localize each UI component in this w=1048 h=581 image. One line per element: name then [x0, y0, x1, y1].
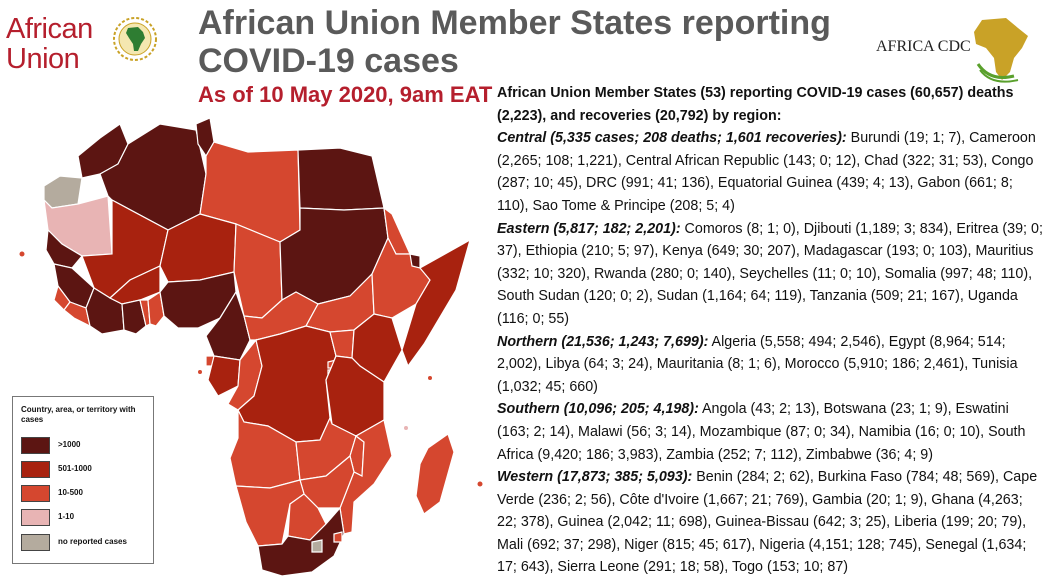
- map-region-seychelles: [428, 376, 432, 380]
- region-western: Western (17,873; 385; 5,093): Benin (284…: [497, 466, 1045, 579]
- title-line2: COVID-19 cases: [198, 42, 459, 80]
- legend-swatch: [21, 509, 50, 526]
- map-region-lesotho: [311, 539, 323, 553]
- map-region-gabon: [207, 355, 241, 397]
- africa-silhouette-icon: [974, 18, 1028, 83]
- logo-text-line2: Union: [6, 43, 80, 75]
- map-region-comoros: [404, 426, 408, 430]
- title-line1: African Union Member States reporting: [198, 4, 831, 42]
- au-emblem-icon: [113, 17, 157, 61]
- region-eastern: Eastern (5,817; 182; 2,201): Comoros (8;…: [497, 218, 1045, 331]
- map-region-liberia: [63, 301, 91, 328]
- region-central: Central (5,335 cases; 208 deaths; 1,601 …: [497, 127, 1045, 217]
- map-region-cameroon: [205, 290, 251, 361]
- legend-swatch: [21, 534, 50, 551]
- map-region-benin: [147, 290, 165, 327]
- regional-summary: African Union Member States (53) reporti…: [497, 82, 1045, 579]
- legend-item: >1000: [21, 437, 149, 455]
- page-title: African Union Member States reporting CO…: [198, 4, 858, 80]
- map-region-egypt: [297, 147, 385, 211]
- legend-label: 501-1000: [58, 464, 92, 473]
- region-label: Northern (21,536; 1,243; 7,699):: [497, 333, 709, 350]
- map-region-western-sahara: [43, 175, 83, 209]
- region-countries: Angola (43; 2; 13), Botswana (23; 1; 9),…: [497, 401, 1026, 463]
- africa-choropleth-map: [19, 117, 483, 577]
- map-region-cape-verde: [19, 251, 25, 257]
- legend-item: 10-500: [21, 485, 149, 503]
- legend-item: no reported cases: [21, 534, 149, 552]
- map-region-eswatini: [333, 531, 343, 543]
- legend-label: >1000: [58, 440, 81, 449]
- region-label: Eastern (5,817; 182; 2,201):: [497, 220, 681, 237]
- legend-label: 1-10: [58, 512, 75, 521]
- region-label: Western (17,873; 385; 5,093):: [497, 469, 693, 486]
- map-region-mauritius: [477, 481, 483, 487]
- region-countries: Burundi (19; 1; 7), Cameroon (2,265; 108…: [497, 130, 1036, 214]
- logo-text-line1: African: [6, 13, 93, 45]
- map-region-somalia: [401, 238, 471, 368]
- legend-swatch: [21, 485, 50, 502]
- cdc-label: AFRICA CDC: [876, 38, 971, 55]
- african-union-logo: African Union: [6, 14, 93, 74]
- legend-item: 1-10: [21, 509, 149, 527]
- map-region-madagascar: [415, 433, 455, 515]
- legend-label: 10-500: [58, 488, 83, 497]
- region-label: Southern (10,096; 205; 4,198):: [497, 401, 699, 418]
- legend-label: no reported cases: [58, 537, 127, 546]
- as-of-date: As of 10 May 2020, 9am EAT: [198, 82, 493, 107]
- africa-cdc-logo: AFRICA CDC: [876, 14, 1036, 86]
- map-legend: Country, area, or territory with cases >…: [12, 396, 154, 564]
- region-northern: Northern (21,536; 1,243; 7,699): Algeria…: [497, 331, 1045, 399]
- map-region-ghana: [121, 299, 147, 335]
- legend-swatch: [21, 437, 50, 454]
- region-label: Central (5,335 cases; 208 deaths; 1,601 …: [497, 130, 847, 147]
- legend-title: Country, area, or territory with cases: [21, 405, 136, 424]
- region-southern: Southern (10,096; 205; 4,198): Angola (4…: [497, 398, 1045, 466]
- summary-headline: African Union Member States (53) reporti…: [497, 85, 1014, 124]
- map-region-south-africa: [257, 506, 345, 577]
- region-countries: Comoros (8; 1; 0), Djibouti (1,189; 3; 8…: [497, 220, 1043, 327]
- legend-swatch: [21, 461, 50, 478]
- map-region-djibouti: [409, 253, 421, 269]
- map-region-sao-tome: [198, 370, 202, 374]
- region-countries: Algeria (5,558; 494; 2,546), Egypt (8,96…: [497, 333, 1018, 395]
- legend-item: 501-1000: [21, 461, 149, 479]
- region-countries: Benin (284; 2; 62), Burkina Faso (784; 4…: [497, 469, 1038, 576]
